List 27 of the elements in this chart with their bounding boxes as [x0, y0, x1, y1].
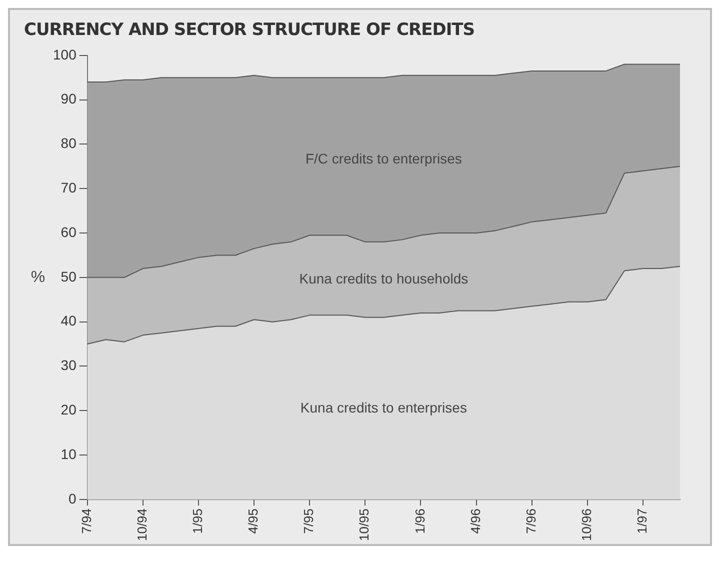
- x-tick-label: 1/96: [412, 508, 428, 534]
- y-tick-label: 20: [60, 402, 77, 418]
- y-tick-label: 40: [60, 312, 77, 329]
- x-tick-label: 7/95: [301, 508, 316, 534]
- y-tick-label: 60: [60, 224, 77, 240]
- series-label: Kuna credits to households: [299, 270, 468, 287]
- y-tick-label: 80: [60, 135, 77, 152]
- y-tick-label: 10: [60, 446, 77, 462]
- x-tick-label: 10/94: [134, 508, 150, 542]
- series-label: Kuna credits to enterprises: [300, 399, 467, 416]
- x-tick-label: 1/97: [634, 508, 650, 534]
- x-tick-label: 1/95: [190, 508, 206, 534]
- x-tick-label: 10/96: [578, 508, 594, 542]
- y-axis-title: %: [30, 268, 46, 286]
- x-tick-label: 4/96: [468, 508, 483, 534]
- chart-title: CURRENCY AND SECTOR STRUCTURE OF CREDITS: [23, 19, 476, 42]
- x-tick-label: 7/96: [523, 508, 538, 534]
- x-tick-label: 7/94: [78, 508, 94, 534]
- y-tick-label: 90: [60, 90, 77, 107]
- y-tick-label: 50: [60, 268, 77, 284]
- x-tick-label: 4/95: [246, 508, 261, 534]
- y-tick-label: 0: [68, 490, 77, 506]
- x-tick-label: 10/95: [356, 508, 372, 542]
- y-tick-label: 100: [53, 46, 77, 62]
- y-tick-label: 30: [60, 357, 77, 374]
- series-label: F/C credits to enterprises: [305, 150, 462, 167]
- y-tick-label: 70: [60, 179, 77, 196]
